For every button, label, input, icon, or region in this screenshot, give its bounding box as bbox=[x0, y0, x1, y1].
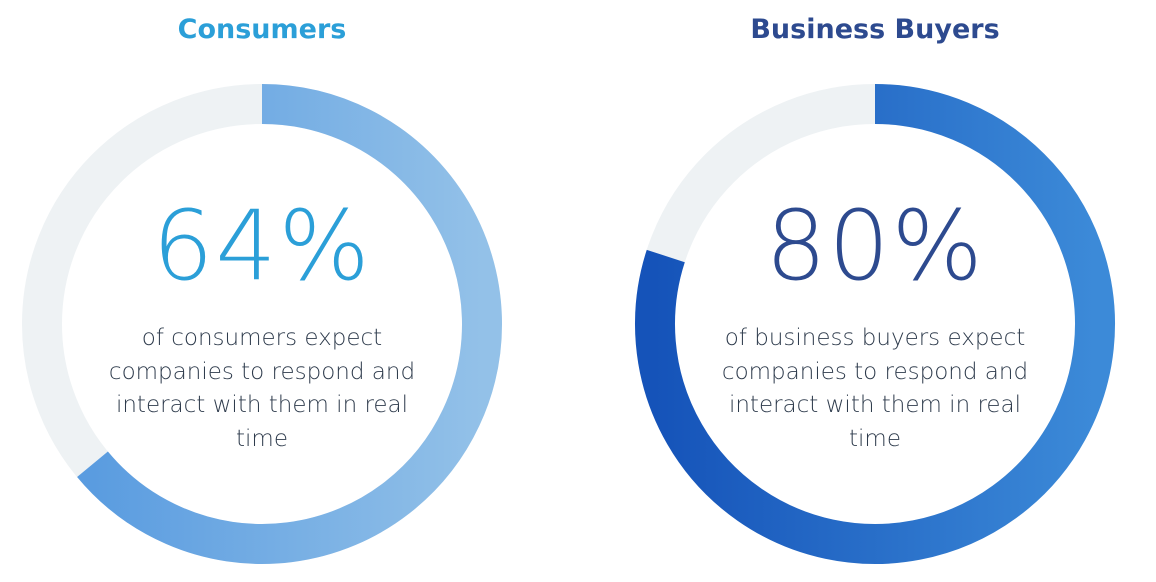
description: of business buyers expect companies to r… bbox=[721, 325, 1029, 452]
ring-arc bbox=[77, 84, 502, 564]
chart-title: Business Buyers bbox=[750, 14, 1000, 45]
ring-arc bbox=[635, 84, 1115, 564]
value-label: 80% bbox=[765, 190, 985, 302]
description: of consumers expect companies to respond… bbox=[108, 325, 416, 452]
value-label: 64% bbox=[152, 190, 372, 302]
chart-title: Consumers bbox=[177, 14, 347, 45]
